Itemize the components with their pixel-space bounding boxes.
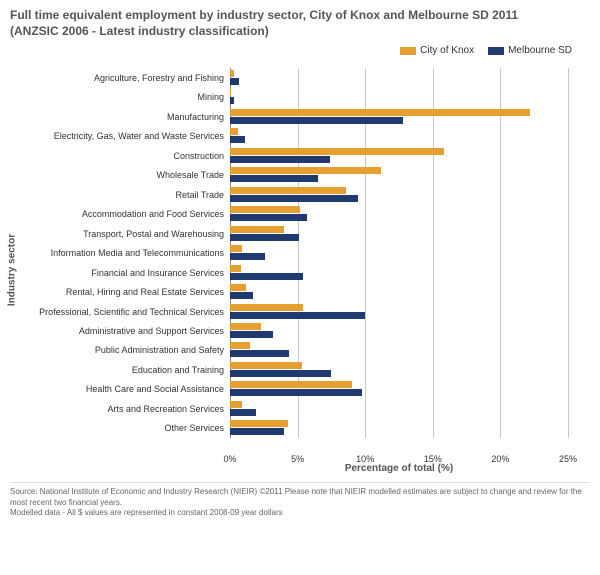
bar-knox: [230, 265, 241, 272]
category-row: Manufacturing: [230, 108, 568, 126]
bar-knox: [230, 381, 352, 388]
chart-container: Full time equivalent employment by indus…: [0, 0, 600, 575]
category-row: Public Administration and Safety: [230, 341, 568, 359]
bar-melbourne: [230, 292, 253, 299]
legend-label: Melbourne SD: [508, 45, 572, 56]
bar-knox: [230, 245, 242, 252]
bar-melbourne: [230, 428, 284, 435]
bar-melbourne: [230, 195, 358, 202]
category-row: Administrative and Support Services: [230, 322, 568, 340]
category-label: Wholesale Trade: [156, 166, 224, 184]
bar-knox: [230, 342, 250, 349]
bar-melbourne: [230, 312, 365, 319]
title-line1: Full time equivalent employment by indus…: [10, 8, 518, 22]
grid-line: [568, 68, 569, 438]
footer-line1: Source: National Institute of Economic a…: [10, 487, 590, 508]
bar-melbourne: [230, 273, 303, 280]
category-row: Electricity, Gas, Water and Waste Servic…: [230, 127, 568, 145]
bar-knox: [230, 284, 246, 291]
category-label: Accommodation and Food Services: [82, 205, 224, 223]
category-label: Administrative and Support Services: [79, 322, 224, 340]
category-row: Health Care and Social Assistance: [230, 380, 568, 398]
bar-knox: [230, 420, 288, 427]
bar-melbourne: [230, 117, 403, 124]
bar-melbourne: [230, 97, 234, 104]
bar-knox: [230, 401, 242, 408]
legend-label: City of Knox: [420, 45, 474, 56]
category-row: Mining: [230, 88, 568, 106]
bar-melbourne: [230, 370, 331, 377]
bar-knox: [230, 70, 234, 77]
category-row: Construction: [230, 147, 568, 165]
legend-swatch: [400, 47, 416, 55]
bar-knox: [230, 226, 284, 233]
title-line2: (ANZSIC 2006 - Latest industry classific…: [10, 24, 269, 38]
category-label: Financial and Insurance Services: [91, 264, 224, 282]
bar-melbourne: [230, 389, 362, 396]
bar-knox: [230, 187, 346, 194]
category-row: Financial and Insurance Services: [230, 264, 568, 282]
category-label: Agriculture, Forestry and Fishing: [94, 69, 224, 87]
bar-rows: Agriculture, Forestry and FishingMining M…: [230, 68, 568, 438]
category-label: Arts and Recreation Services: [107, 400, 224, 418]
plot-area: Agriculture, Forestry and FishingMining M…: [230, 68, 568, 438]
category-row: Education and Training: [230, 361, 568, 379]
bar-melbourne: [230, 214, 307, 221]
category-row: Professional, Scientific and Technical S…: [230, 303, 568, 321]
bar-knox: [230, 304, 303, 311]
bar-knox: [230, 148, 444, 155]
bar-melbourne: [230, 350, 289, 357]
legend-item: City of Knox: [400, 45, 474, 56]
category-label: Construction: [173, 147, 224, 165]
category-row: Wholesale Trade: [230, 166, 568, 184]
y-axis-label: Industry sector: [7, 234, 18, 306]
chart-area: Industry sector Agriculture, Forestry an…: [18, 60, 590, 480]
bar-melbourne: [230, 331, 273, 338]
category-label: Rental, Hiring and Real Estate Services: [66, 283, 224, 301]
category-label: Manufacturing: [167, 108, 224, 126]
bar-melbourne: [230, 78, 239, 85]
category-row: Information Media and Telecommunications: [230, 244, 568, 262]
bar-melbourne: [230, 136, 245, 143]
category-label: Information Media and Telecommunications: [51, 244, 224, 262]
bar-knox: [230, 167, 381, 174]
category-row: Rental, Hiring and Real Estate Services: [230, 283, 568, 301]
chart-title: Full time equivalent employment by indus…: [10, 8, 590, 39]
category-label: Professional, Scientific and Technical S…: [39, 303, 224, 321]
footer-line2: Modelled data - All $ values are represe…: [10, 508, 590, 518]
bar-melbourne: [230, 253, 265, 260]
bar-melbourne: [230, 156, 330, 163]
bar-knox: [230, 362, 302, 369]
category-label: Retail Trade: [175, 186, 224, 204]
category-label: Mining: [197, 88, 224, 106]
category-row: Arts and Recreation Services: [230, 400, 568, 418]
legend-item: Melbourne SD: [488, 45, 572, 56]
category-label: Other Services: [164, 419, 224, 437]
category-label: Transport, Postal and Warehousing: [83, 225, 224, 243]
bar-melbourne: [230, 409, 256, 416]
category-row: Agriculture, Forestry and Fishing: [230, 69, 568, 87]
bar-knox: [230, 109, 530, 116]
bar-melbourne: [230, 175, 318, 182]
legend: City of Knox Melbourne SD: [10, 45, 572, 56]
bar-knox: [230, 89, 231, 96]
category-label: Public Administration and Safety: [95, 341, 224, 359]
bar-knox: [230, 323, 261, 330]
source-footer: Source: National Institute of Economic a…: [10, 482, 590, 518]
x-axis-label: Percentage of total (%): [230, 463, 568, 474]
bar-knox: [230, 206, 300, 213]
category-label: Electricity, Gas, Water and Waste Servic…: [54, 127, 224, 145]
category-row: Accommodation and Food Services: [230, 205, 568, 223]
legend-swatch: [488, 47, 504, 55]
category-row: Other Services: [230, 419, 568, 437]
category-label: Education and Training: [132, 361, 224, 379]
bar-knox: [230, 128, 238, 135]
category-row: Transport, Postal and Warehousing: [230, 225, 568, 243]
category-row: Retail Trade: [230, 186, 568, 204]
bar-melbourne: [230, 234, 299, 241]
category-label: Health Care and Social Assistance: [86, 380, 224, 398]
